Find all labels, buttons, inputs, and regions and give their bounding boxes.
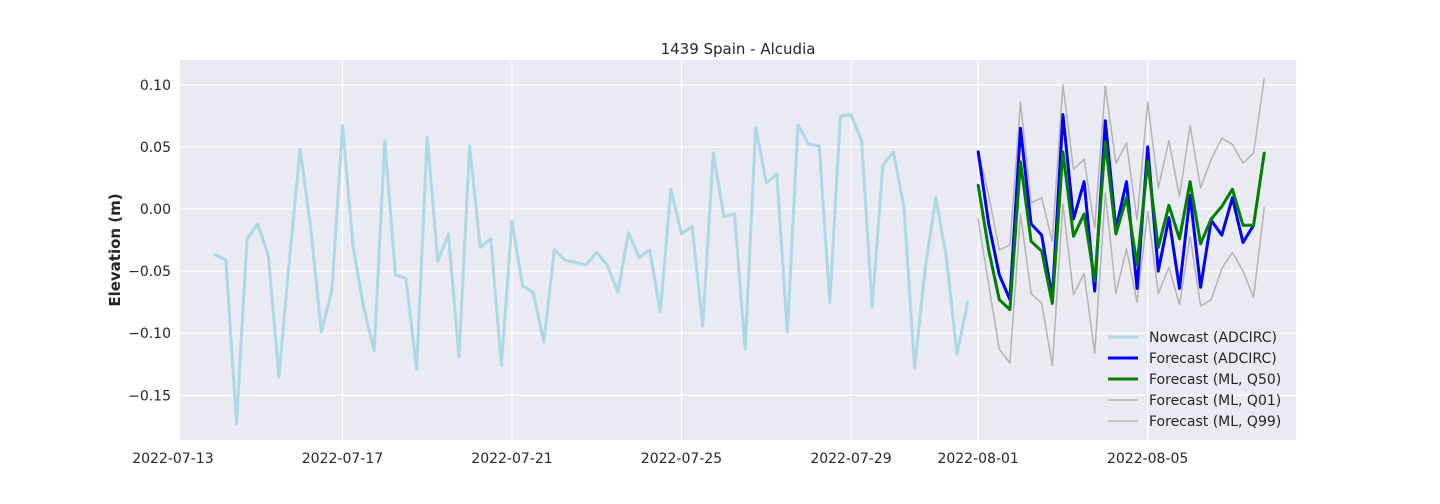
series-line-3 [977, 192, 1265, 367]
chart-title: 1439 Spain - Alcudia [661, 40, 816, 58]
y-tick-label: 0.05 [140, 140, 171, 156]
y-tick-label: −0.05 [128, 264, 171, 280]
y-axis-label: Elevation (m) [106, 193, 124, 306]
x-tick-label: 2022-08-05 [1107, 451, 1188, 467]
y-axis: 0.10 0.05 0.00 −0.05 −0.10 −0.15 [128, 78, 171, 404]
series-line-2 [976, 140, 1266, 312]
series-line-4 [977, 77, 1265, 251]
y-tick-label: −0.15 [128, 388, 171, 404]
legend-label: Forecast (ML, Q50) [1149, 372, 1281, 388]
x-tick-label: 2022-07-13 [132, 451, 213, 467]
y-tick-label: −0.10 [128, 326, 171, 342]
legend-label: Forecast (ML, Q99) [1149, 414, 1281, 430]
legend-label: Nowcast (ADCIRC) [1149, 330, 1277, 346]
x-tick-label: 2022-07-25 [641, 451, 722, 467]
x-axis: 2022-07-13 2022-07-17 2022-07-21 2022-07-25… [132, 451, 1188, 467]
y-tick-label: 0.00 [140, 202, 171, 218]
series-line-0 [213, 113, 970, 426]
series-layer [213, 77, 1266, 426]
x-tick-label: 2022-07-17 [302, 451, 383, 467]
legend-label: Forecast (ADCIRC) [1149, 351, 1277, 367]
x-tick-label: 2022-08-01 [937, 451, 1018, 467]
x-tick-label: 2022-07-29 [810, 451, 891, 467]
legend-label: Forecast (ML, Q01) [1149, 393, 1281, 409]
x-tick-label: 2022-07-21 [471, 451, 552, 467]
y-tick-label: 0.10 [140, 78, 171, 94]
legend: Nowcast (ADCIRC) Forecast (ADCIRC) Forecas… [1108, 330, 1281, 430]
